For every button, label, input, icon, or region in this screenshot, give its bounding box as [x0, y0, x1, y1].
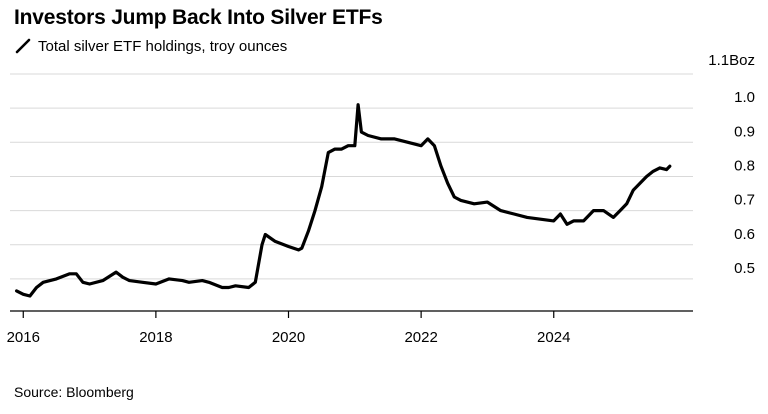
x-tick-label: 2016 — [7, 329, 40, 346]
y-axis-labels: 0.5 0.6 0.7 0.8 0.9 1.0 1.1Boz — [708, 52, 755, 277]
x-tick-label: 2020 — [272, 329, 305, 346]
x-tick-label: 2022 — [404, 329, 437, 346]
legend: Total silver ETF holdings, troy ounces — [14, 37, 287, 55]
y-tick-label: 0.9 — [734, 123, 755, 140]
y-tick-label: 0.8 — [734, 157, 755, 174]
x-axis-ticks: 2016 2018 2020 2022 2024 — [7, 311, 570, 346]
line-swatch-icon — [15, 38, 31, 54]
y-tick-label: 0.5 — [734, 260, 755, 277]
y-tick-label: 1.0 — [734, 89, 755, 106]
series-line-silver-etf-holdings — [15, 103, 672, 298]
source-note: Source: Bloomberg — [14, 384, 134, 400]
legend-label: Total silver ETF holdings, troy ounces — [38, 37, 288, 55]
x-tick-label: 2024 — [537, 329, 570, 346]
y-tick-label: 0.7 — [734, 192, 755, 209]
x-tick-label: 2018 — [139, 329, 172, 346]
y-tick-label: 1.1Boz — [708, 52, 755, 69]
y-tick-label: 0.6 — [734, 226, 755, 243]
chart-title: Investors Jump Back Into Silver ETFs — [14, 6, 383, 29]
gridlines — [10, 73, 693, 280]
